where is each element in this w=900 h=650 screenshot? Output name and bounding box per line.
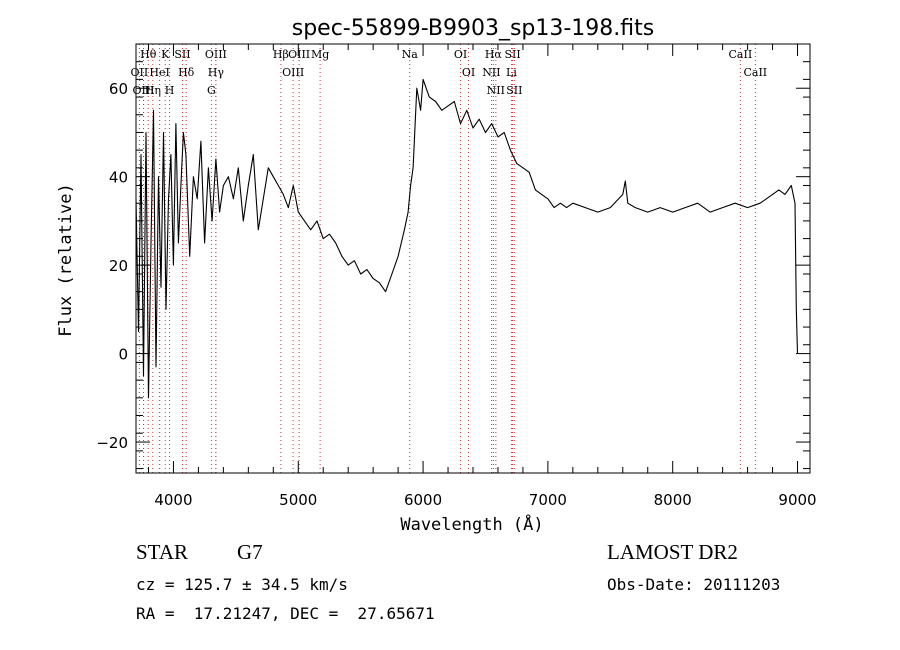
x-tick-label: 9000: [778, 491, 816, 509]
line-marker-label: OIII: [132, 84, 154, 97]
object-type-label: STAR: [136, 540, 188, 564]
redshift-label: cz = 125.7 ± 34.5 km/s: [136, 575, 348, 594]
line-marker-label: Hβ: [273, 48, 289, 61]
y-tick-label: −20: [96, 434, 128, 452]
line-marker-label: Mg: [311, 48, 329, 61]
line-marker-label: NII: [482, 66, 500, 79]
line-marker-label: CaII: [743, 66, 767, 79]
line-marker-label: CaII: [729, 48, 753, 61]
x-tick-label: 8000: [654, 491, 692, 509]
chart-title: spec-55899-B9903_sp13-198.fits: [292, 16, 655, 41]
line-marker-label: OIII: [282, 66, 304, 79]
line-marker-label: OII: [131, 66, 149, 79]
survey-label: LAMOST DR2: [607, 540, 738, 564]
line-marker-label: SII: [174, 48, 190, 61]
x-axis-label: Wavelength (Å): [400, 513, 543, 535]
y-tick-label: 0: [118, 346, 128, 364]
line-marker-label: Hη: [145, 84, 161, 97]
coordinates-label: RA = 17.21247, DEC = 27.65671: [136, 604, 435, 623]
spectrum-series-line: [135, 78, 799, 399]
line-marker-label: Hγ: [208, 66, 225, 79]
x-tick-label: 4000: [154, 491, 192, 509]
line-marker-label: Hα: [485, 48, 503, 61]
line-marker-label: K: [161, 48, 170, 61]
x-tick-label: 5000: [279, 491, 317, 509]
line-marker-label: Li: [506, 66, 517, 79]
line-marker-label: G: [207, 84, 216, 97]
line-marker-label: Hδ: [178, 66, 195, 79]
line-marker-label: OIII: [288, 48, 310, 61]
y-tick-label: 40: [109, 169, 128, 187]
axis-ticks-layer: 4000 5000 6000 7000 8000 9000 −20 0 20 40 60: [96, 44, 817, 509]
line-marker-label: NII: [487, 84, 505, 97]
line-marker-label: H: [165, 84, 175, 97]
y-tick-label: 60: [109, 80, 128, 98]
y-axis-label: Flux (relative): [56, 183, 76, 337]
line-marker-label: SII: [506, 84, 522, 97]
line-marker-label: OI: [462, 66, 475, 79]
y-tick-label: 20: [109, 257, 128, 275]
x-tick-label: 6000: [404, 491, 442, 509]
obs-date-label: Obs-Date: 20111203: [607, 575, 781, 594]
line-marker-label: OIII: [205, 48, 227, 61]
line-marker-label: SII: [504, 48, 520, 61]
plot-frame: [135, 43, 811, 474]
subclass-label: G7: [237, 540, 263, 564]
plot-content-layer: [135, 78, 799, 399]
line-marker-label: OI: [454, 48, 467, 61]
x-tick-label: 7000: [529, 491, 567, 509]
line-marker-label: Na: [402, 48, 419, 61]
line-marker-label: HeI: [149, 66, 169, 79]
line-marker-label: Hθ: [140, 48, 157, 61]
